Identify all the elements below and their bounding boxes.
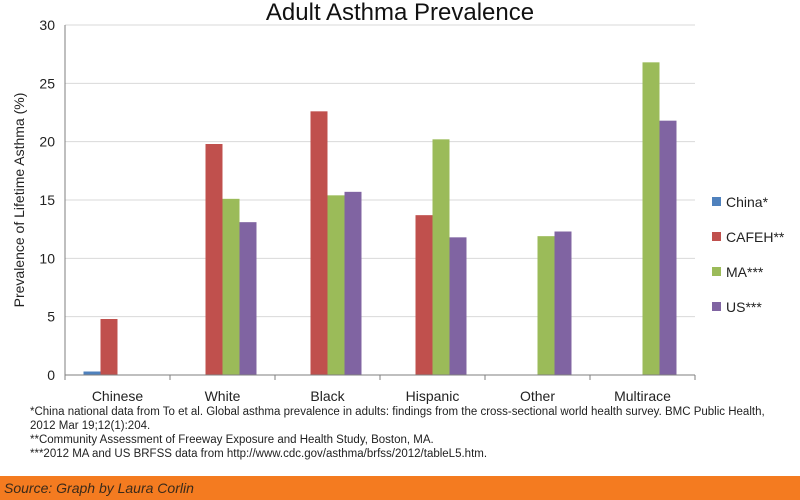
y-axis-label: Prevalence of Lifetime Asthma (%) <box>11 93 27 308</box>
x-category-label: Hispanic <box>406 388 460 404</box>
source-bar: Source: Graph by Laura Corlin <box>0 476 800 500</box>
bar-us-hispanic <box>449 237 467 375</box>
legend-label: US*** <box>726 299 762 315</box>
legend-label: China* <box>726 194 769 210</box>
legend-swatch <box>712 302 721 311</box>
bar-cafeh-black <box>310 111 328 375</box>
bar-cafeh-white <box>205 144 223 375</box>
footnote-china: *China national data from To et al. Glob… <box>30 406 765 432</box>
x-category-label: Black <box>310 388 345 404</box>
bar-cafeh-chinese <box>100 319 118 375</box>
footnote-cafeh: **Community Assessment of Freeway Exposu… <box>30 434 434 446</box>
bars <box>83 62 677 376</box>
y-tick-label: 0 <box>47 367 55 383</box>
x-category-label: Other <box>520 388 555 404</box>
y-tick-label: 25 <box>39 75 55 91</box>
bar-us-white <box>239 222 257 375</box>
bar-chart: Adult Asthma Prevalence 0 5 10 15 20 25 30 Chin… <box>11 0 785 404</box>
bar-ma-black <box>327 195 345 375</box>
legend-label: MA*** <box>726 264 764 280</box>
bar-ma-other <box>537 236 555 375</box>
axes: 0 5 10 15 20 25 30 Chinese White Black Hispanic Oth… <box>39 17 696 404</box>
legend-label: CAFEH** <box>726 229 785 245</box>
legend-swatch <box>712 197 721 206</box>
bar-us-other <box>554 231 572 375</box>
chart-title: Adult Asthma Prevalence <box>266 0 534 26</box>
bar-ma-hispanic <box>432 139 450 375</box>
gridlines <box>65 24 695 318</box>
y-tick-label: 10 <box>39 250 55 266</box>
bar-us-multirace <box>659 120 677 376</box>
bar-ma-multirace <box>642 62 660 375</box>
y-tick-label: 15 <box>39 192 55 208</box>
legend-swatch <box>712 267 721 276</box>
bar-china-chinese <box>83 371 101 375</box>
bar-us-black <box>344 191 362 375</box>
x-category-label: White <box>205 388 241 404</box>
footnotes: *China national data from To et al. Glob… <box>30 405 790 461</box>
bar-ma-white <box>222 198 240 375</box>
y-tick-label: 5 <box>47 309 55 325</box>
legend: China* CAFEH** MA*** US*** <box>712 194 785 315</box>
y-tick-label: 30 <box>39 17 55 33</box>
y-tick-label: 20 <box>39 134 55 150</box>
x-category-label: Multirace <box>614 388 671 404</box>
bar-cafeh-hispanic <box>415 215 433 375</box>
x-category-label: Chinese <box>92 388 144 404</box>
legend-swatch <box>712 232 721 241</box>
source-credit: Source: Graph by Laura Corlin <box>4 480 194 496</box>
footnote-brfss: ***2012 MA and US BRFSS data from http:/… <box>30 448 488 460</box>
